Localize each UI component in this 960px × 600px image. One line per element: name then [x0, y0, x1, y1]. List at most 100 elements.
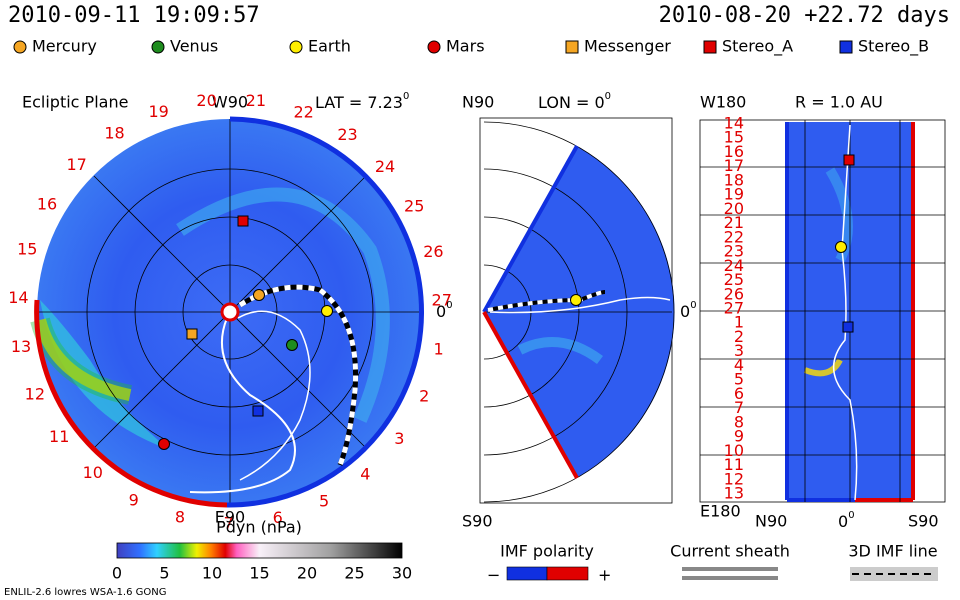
rotation-label: 23	[337, 125, 357, 144]
radial-y-label: 3	[734, 341, 744, 360]
n90-x-label: N90	[755, 512, 787, 531]
radial-y-label: 25	[724, 270, 744, 289]
lat-text: LAT = 7.23	[315, 93, 403, 112]
legend: Mercury Venus Earth Mars Messenger Stereo_A St…	[13, 37, 929, 57]
radial-y-label: 2	[734, 327, 744, 346]
angle-sup: 0	[848, 510, 854, 521]
rotation-label: 20	[196, 91, 216, 110]
colorbar-tick-label: 25	[344, 564, 364, 583]
imf-line-swatch	[850, 567, 938, 581]
legend-marker	[289, 40, 303, 54]
legend-marker	[13, 40, 27, 54]
rotation-label: 11	[49, 427, 69, 446]
colorbar-tick-label: 10	[202, 564, 222, 583]
lon-label: LON = 00	[538, 91, 611, 112]
rotation-label: 26	[423, 242, 443, 261]
legend-label: Earth	[308, 37, 351, 56]
rotation-label: 21	[246, 91, 266, 110]
rotation-label: 19	[148, 102, 168, 121]
radial-y-label: 17	[724, 156, 744, 175]
radial-y-label: 27	[724, 299, 744, 318]
radial-y-labels: 1415161718192021222324252627123456789101…	[724, 114, 744, 503]
date-right: 2010-08-20 +22.72 days	[659, 3, 950, 28]
s90-label: S90	[462, 512, 493, 531]
radial-y-label: 12	[724, 469, 744, 488]
rotation-label: 15	[17, 240, 37, 259]
legend-label: Messenger	[584, 37, 671, 56]
rotation-label: 14	[8, 288, 28, 307]
rotation-label: 8	[175, 507, 185, 526]
imf-plus: +	[598, 566, 611, 585]
colorbar-tick-label: 5	[159, 564, 169, 583]
lon-sup: 0	[605, 91, 611, 102]
rotation-label: 2	[419, 387, 429, 406]
rotation-label: 12	[25, 384, 45, 403]
angle-sup: 0	[446, 300, 452, 311]
legend-label: Venus	[170, 37, 218, 56]
radial-y-label: 4	[734, 355, 744, 374]
lat-sup: 0	[403, 91, 409, 102]
radial-map	[699, 119, 946, 503]
radial-y-label: 18	[724, 170, 744, 189]
rotation-label: 24	[375, 157, 395, 176]
radial-y-label: 20	[724, 199, 744, 218]
colorbar-tick-label: 15	[249, 564, 269, 583]
rotation-label: 5	[319, 492, 329, 511]
rotation-label: 22	[293, 103, 313, 122]
sheath-swatch	[682, 567, 778, 580]
legend-marker	[839, 40, 853, 54]
radial-y-label: 8	[734, 412, 744, 431]
imf-minus: −	[487, 566, 500, 585]
radial-y-label: 14	[724, 114, 744, 133]
radial-y-label: 19	[724, 185, 744, 204]
colorbar-tick-label: 30	[392, 564, 412, 583]
radius-label: R = 1.0 AU	[795, 93, 883, 112]
angle-text: 0	[838, 512, 848, 531]
colorbar	[116, 542, 403, 559]
radial-y-label: 21	[724, 213, 744, 232]
radial-y-label: 16	[724, 142, 744, 161]
lat-label: LAT = 7.230	[315, 91, 409, 112]
legend-marker	[565, 40, 579, 54]
legend-label: Mercury	[32, 37, 97, 56]
radial-y-label: 7	[734, 398, 744, 417]
radial-y-label: 15	[724, 128, 744, 147]
radial-y-label: 6	[734, 384, 744, 403]
radial-y-label: 26	[724, 284, 744, 303]
imf-title: IMF polarity	[500, 542, 594, 561]
w180-label: W180	[700, 93, 746, 112]
colorbar-title: Pdyn (nPa)	[216, 518, 302, 537]
rotation-label: 13	[11, 337, 31, 356]
rotation-label: 10	[83, 463, 103, 482]
lon-text: LON = 0	[538, 93, 605, 112]
rotation-label: 9	[129, 490, 139, 509]
w90-label: W90	[212, 93, 248, 112]
radial-y-label: 11	[724, 455, 744, 474]
legend-marker	[427, 40, 441, 54]
colorbar-tick-label: 0	[112, 564, 122, 583]
radial-y-label: 5	[734, 370, 744, 389]
rotation-label: 6	[273, 508, 283, 527]
meridional-angle: 00	[680, 300, 697, 321]
rotation-label: 17	[66, 155, 86, 174]
rotation-label: 1	[433, 340, 443, 359]
angle-text: 0	[436, 302, 446, 321]
radial-y-label: 22	[724, 227, 744, 246]
rotation-label: 27	[432, 290, 452, 309]
footer: ENLIL-2.6 lowres WSA-1.6 GONG	[4, 587, 167, 598]
colorbar-tick-label: 20	[297, 564, 317, 583]
sheath-title: Current sheath	[670, 542, 790, 561]
meridional-wedge	[479, 117, 675, 504]
imf-line-title: 3D IMF line	[848, 542, 937, 561]
radial-y-label: 1	[734, 313, 744, 332]
radial-y-label: 10	[724, 441, 744, 460]
legend-marker	[151, 40, 165, 54]
date-left: 2010-09-11 19:09:57	[8, 3, 260, 28]
imf-negative	[506, 566, 548, 581]
legend-label: Stereo_A	[722, 37, 793, 57]
legend-label: Mars	[446, 37, 485, 56]
s90-x-label: S90	[908, 512, 939, 531]
radial-y-label: 23	[724, 242, 744, 261]
